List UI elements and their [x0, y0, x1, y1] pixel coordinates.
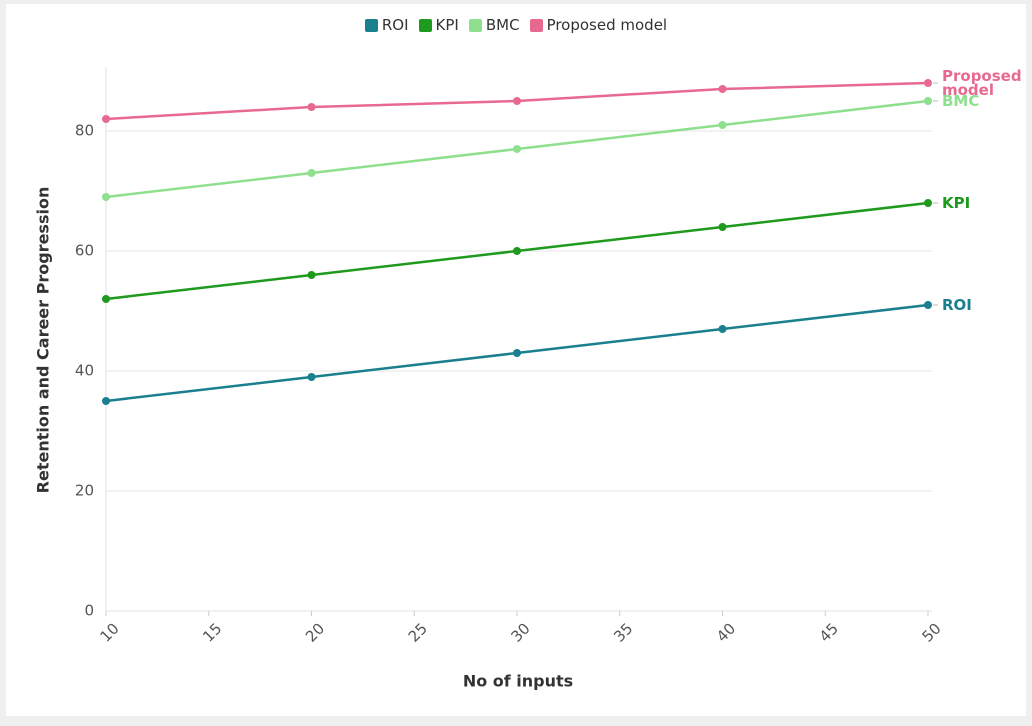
x-tick-label: 30 — [508, 620, 534, 646]
point — [102, 115, 110, 123]
point — [513, 349, 521, 357]
y-tick-label: 60 — [75, 242, 94, 260]
point — [924, 97, 932, 105]
end-label-box: ROI — [942, 281, 1032, 329]
legend-label: KPI — [435, 16, 459, 34]
x-tick-label: 15 — [199, 620, 225, 646]
x-axis-title: No of inputs — [463, 672, 573, 691]
legend-label: ROI — [381, 16, 409, 34]
legend-item: BMC — [468, 16, 520, 34]
y-axis-title: Retention and Career Progression — [34, 187, 53, 494]
point — [924, 301, 932, 309]
point — [513, 247, 521, 255]
x-tick-label: 10 — [97, 620, 123, 646]
legend-swatch — [529, 18, 543, 32]
end-label: KPI — [942, 194, 971, 212]
point — [718, 223, 727, 231]
point — [718, 121, 727, 129]
end-label: Proposed model — [942, 67, 1022, 99]
point — [307, 373, 316, 381]
x-tick-label: 25 — [405, 620, 431, 646]
point — [307, 103, 316, 111]
point — [718, 85, 727, 93]
point — [513, 97, 521, 105]
end-label: ROI — [942, 296, 972, 314]
legend-label: Proposed model — [546, 16, 668, 34]
point — [307, 271, 316, 279]
end-label-box: BMC — [942, 77, 1032, 125]
point — [307, 169, 316, 177]
point — [924, 199, 932, 207]
end-label-wrap: Proposed model — [942, 59, 1032, 107]
end-label-wrap: ROI — [942, 281, 1032, 329]
panel — [6, 4, 1026, 716]
y-tick-label: 40 — [75, 362, 94, 380]
point — [102, 295, 110, 303]
point — [102, 193, 110, 201]
legend-swatch — [364, 18, 378, 32]
x-tick-label: 45 — [816, 620, 842, 646]
legend-label: BMC — [485, 16, 520, 34]
x-tick-label: 50 — [919, 620, 945, 646]
legend-swatch — [468, 18, 482, 32]
legend-item: Proposed model — [529, 16, 668, 34]
end-label-box: Proposed model — [942, 59, 1032, 107]
end-label-box: KPI — [942, 179, 1032, 227]
legend-item: KPI — [418, 16, 459, 34]
end-label: BMC — [942, 92, 980, 110]
end-label-wrap: BMC — [942, 77, 1032, 125]
x-tick-label: 40 — [713, 620, 739, 646]
legend-swatch — [418, 18, 432, 32]
point — [924, 79, 932, 87]
end-label-wrap: KPI — [942, 179, 1032, 227]
y-tick-label: 20 — [75, 482, 94, 500]
x-tick-label: 20 — [302, 620, 328, 646]
y-tick-label: 0 — [84, 602, 94, 620]
x-tick-label: 35 — [610, 620, 636, 646]
point — [718, 325, 727, 333]
point — [102, 397, 110, 405]
legend: ROI KPI BMC Proposed model — [0, 16, 1032, 34]
y-tick-label: 80 — [75, 122, 94, 140]
point — [513, 145, 521, 153]
legend-item: ROI — [364, 16, 409, 34]
